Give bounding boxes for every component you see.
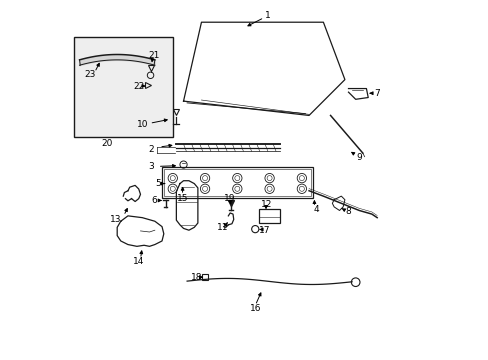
Text: 1: 1 [264, 10, 270, 19]
Text: 3: 3 [148, 162, 154, 171]
Text: 18: 18 [191, 273, 203, 282]
Bar [163, 169, 310, 196]
Text: 4: 4 [313, 205, 318, 214]
Text: 8: 8 [345, 207, 351, 216]
Bar [162, 167, 312, 198]
Text: 19: 19 [224, 194, 235, 203]
Text: 20: 20 [102, 139, 113, 148]
Text: 15: 15 [177, 194, 188, 203]
Text: 23: 23 [84, 71, 95, 80]
Text: 6: 6 [151, 196, 157, 205]
Text: 21: 21 [148, 51, 159, 60]
Text: 17: 17 [258, 226, 269, 235]
Text: 2: 2 [148, 145, 154, 154]
Text: 14: 14 [133, 257, 144, 266]
Text: 13: 13 [110, 215, 122, 224]
Text: 10: 10 [136, 120, 148, 129]
Bar [74, 37, 172, 137]
Text: 7: 7 [373, 89, 379, 98]
Bar [258, 210, 280, 223]
Text: 9: 9 [356, 153, 362, 162]
Text: 22: 22 [133, 82, 144, 91]
Text: 12: 12 [261, 200, 272, 209]
Text: 16: 16 [249, 304, 261, 313]
Text: 11: 11 [217, 223, 228, 232]
Text: 5: 5 [155, 179, 160, 188]
